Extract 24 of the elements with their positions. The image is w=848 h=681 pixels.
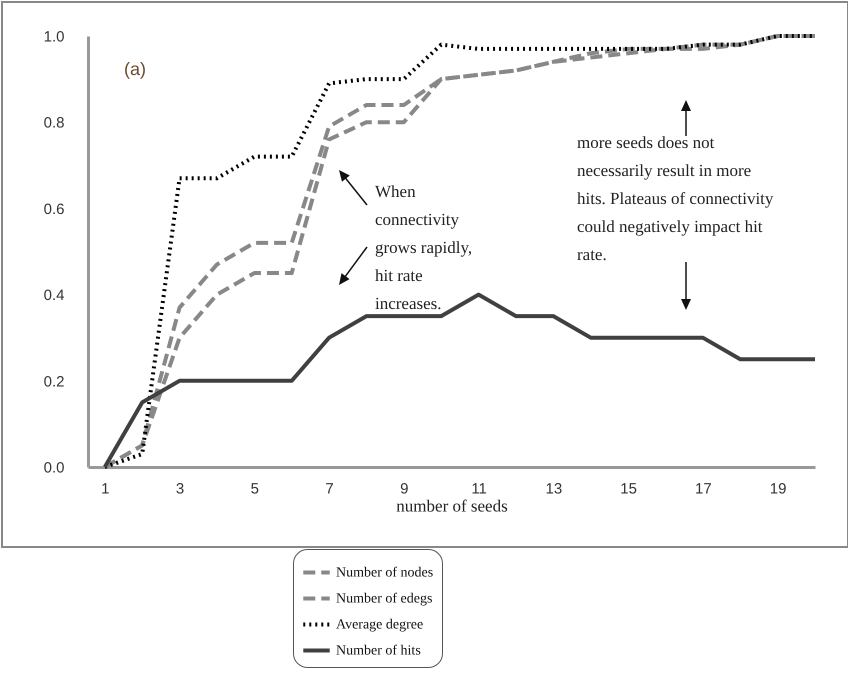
x-tick-label: 11 [471,480,487,498]
x-tick-label: 13 [546,480,562,498]
y-tick-label: 1.0 [44,28,64,46]
x-tick-label: 19 [770,480,786,498]
x-tick-label: 7 [325,480,334,498]
x-axis-title: number of seeds [396,496,508,516]
legend-label: Number of nodes [336,566,434,580]
legend-label: Average degree [336,618,424,632]
x-tick-label: 9 [400,480,409,498]
legend-label: Number of edegs [336,592,432,606]
x-tick-label: 1 [101,480,110,498]
annotation: When connectivity grows rapidly, hit rate increases. [375,182,472,313]
legend-label: Number of hits [336,644,421,658]
y-tick-label: 0.2 [44,373,64,390]
y-tick-label: 0.6 [44,200,64,218]
y-tick-label: 0.8 [44,114,64,132]
text: (a) [124,59,146,79]
x-tick-label: 3 [176,480,184,498]
x-tick-label: 5 [250,480,260,498]
y-tick-label: 0.4 [44,287,64,304]
annotation: more seeds does not necessarily result in more hits. Plateaus of connectivity could negatively impact hit rate. [577,133,774,264]
x-tick-label: 15 [620,480,637,498]
y-tick-label: 0.0 [44,460,64,476]
x-tick-label: 17 [695,480,712,498]
